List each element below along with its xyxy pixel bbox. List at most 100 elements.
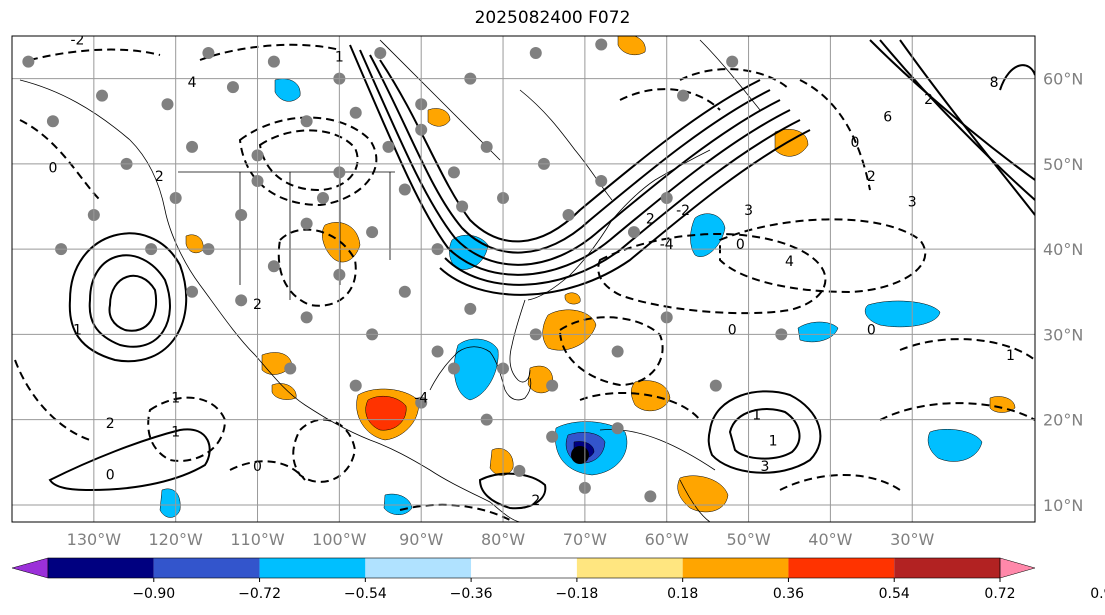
station-dot: [300, 311, 313, 324]
station-dot: [595, 174, 608, 187]
plot-frame: [11, 35, 1036, 523]
colorbar-extend-max: [999, 557, 1036, 579]
lon-tick-label: 80°W: [481, 530, 525, 549]
station-dot: [513, 464, 526, 477]
station-dot: [595, 38, 608, 51]
station-dot: [529, 47, 542, 60]
station-dot: [726, 55, 739, 68]
lon-tick-label: 90°W: [399, 530, 443, 549]
colorbar-tick-label: −0.54: [344, 586, 387, 602]
colorbar-tick-label: −0.90: [132, 586, 175, 602]
anomaly-fills: [159, 36, 1016, 518]
contour-label: 3: [908, 195, 917, 211]
plot-area: [12, 36, 1035, 522]
colorbar-tick-label: 0.54: [879, 586, 910, 602]
colorbar-tick-label: −0.36: [450, 586, 493, 602]
contour-label: 2: [253, 297, 262, 313]
contour-label: 4: [785, 254, 794, 270]
contour-label: 2: [106, 416, 115, 432]
contour-label: 1: [171, 391, 180, 407]
lat-tick-label: 30°N: [1043, 325, 1083, 344]
lon-tick-labels: 130°W 120°W 110°W 100°W 90°W 80°W 70°W 60°W 50°W…: [67, 530, 935, 549]
station-dot: [480, 140, 493, 153]
lon-tick-label: 60°W: [645, 530, 689, 549]
colorbar-tick-label: 0.36: [773, 586, 804, 602]
contour-label: 0: [106, 467, 115, 483]
station-dot: [546, 430, 559, 443]
lat-tick-label: 40°N: [1043, 240, 1083, 259]
station-dot: [374, 47, 387, 60]
contour-label: 2: [646, 212, 655, 228]
lat-tick-label: 20°N: [1043, 411, 1083, 430]
contour-label: 4: [188, 75, 197, 91]
fill-cyan-atl1: [864, 300, 941, 328]
colorbar-segment: [153, 558, 260, 578]
colorbar-segment: [894, 558, 1000, 578]
station-dot: [186, 285, 199, 298]
fill-orange-atl-coast: [542, 309, 597, 351]
contour-label: 8: [990, 75, 999, 91]
station-dot: [366, 226, 379, 239]
lon-tick-label: 70°W: [563, 530, 607, 549]
station-dot: [447, 166, 460, 179]
lat-tick-label: 50°N: [1043, 155, 1083, 174]
colorbar-frame: [47, 557, 1001, 579]
contour-label: 1: [752, 408, 761, 424]
contours-solid: [48, 39, 1035, 510]
contour-label: -4: [660, 237, 674, 253]
contour-label: 1: [171, 425, 180, 441]
station-dot: [284, 362, 297, 375]
station-dot: [382, 140, 395, 153]
contour-label: 0: [253, 459, 262, 475]
lon-tick-label: 130°W: [67, 530, 122, 549]
contour-label: 2: [924, 92, 933, 108]
fill-orange-canada: [427, 108, 451, 127]
contour-label: 1: [335, 50, 344, 66]
contour-label: 0: [850, 135, 859, 151]
station-dot: [202, 47, 215, 60]
station-dot: [611, 345, 624, 358]
station-dot: [349, 106, 362, 119]
station-dot: [186, 140, 199, 153]
station-dot: [267, 260, 280, 273]
contour-label: 0: [867, 322, 876, 338]
station-dot: [627, 226, 640, 239]
contour-label: -4: [414, 391, 428, 407]
colorbar-tick-label: −0.72: [238, 586, 281, 602]
lat-tick-label: 10°N: [1043, 496, 1083, 515]
colorbar-tick-label: 0.18: [667, 586, 698, 602]
contour-label: 1: [769, 433, 778, 449]
station-dot: [161, 98, 174, 111]
station-dot: [398, 183, 411, 196]
station-dot: [709, 379, 722, 392]
station-dot: [316, 192, 329, 204]
contour-label: 2: [155, 169, 164, 185]
colorbar-segment: [48, 558, 154, 578]
station-dot: [447, 362, 460, 375]
colorbar-segment: [682, 558, 789, 578]
coastlines: [19, 39, 761, 522]
contour-label: 0: [48, 160, 57, 176]
station-dot: [431, 345, 444, 358]
fill-red-mexico: [365, 395, 407, 431]
contour-label: 2: [867, 169, 876, 185]
station-dot: [300, 217, 313, 230]
contour-label: 1: [73, 322, 82, 338]
station-dot: [235, 294, 248, 307]
lon-tick-label: 100°W: [312, 530, 367, 549]
station-dot: [22, 55, 35, 68]
colorbar-tick-label: −0.18: [555, 586, 598, 602]
grid-lines: [12, 36, 1035, 522]
colorbar: −0.90 −0.72 −0.54 −0.36 −0.18 0.18 0.36 0.54 0.7…: [11, 557, 1105, 602]
station-dot: [96, 89, 109, 102]
lat-tick-label: 60°N: [1043, 70, 1083, 89]
fill-cyan-canada-west: [274, 78, 301, 102]
station-dot: [464, 302, 477, 315]
colorbar-segment: [259, 558, 366, 578]
colorbar-extend-min: [11, 557, 49, 579]
center-marker: [571, 446, 589, 464]
chart-title: 2025082400 F072: [474, 8, 631, 28]
station-dot: [398, 285, 411, 298]
station-dot: [611, 422, 624, 435]
